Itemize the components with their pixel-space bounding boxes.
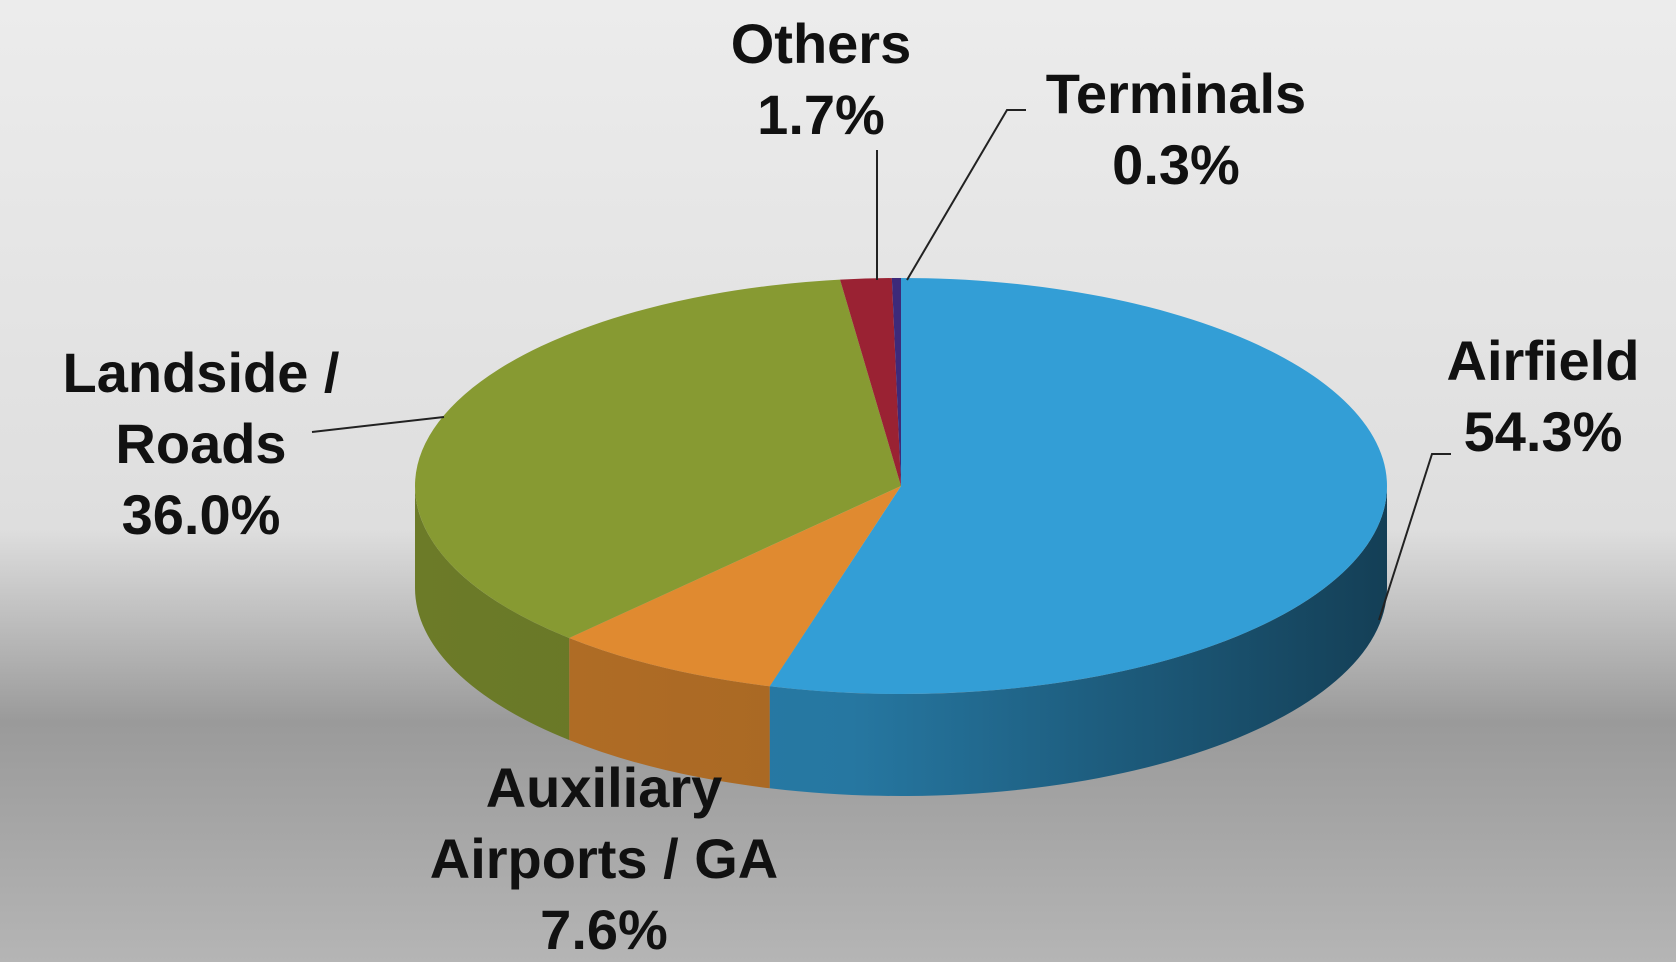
- value-label: 0.3%: [1016, 129, 1336, 200]
- value-label: 54.3%: [1333, 396, 1676, 467]
- page: Airfield54.3% Auxiliary Airports / GA7.6%…: [0, 0, 1676, 962]
- category-label: Airfield: [1333, 325, 1676, 396]
- value-label: 1.7%: [671, 79, 971, 150]
- category-label: Landside / Roads: [31, 337, 371, 479]
- pie: [415, 278, 1387, 796]
- value-label: 7.6%: [384, 894, 824, 965]
- leader-line: [1379, 454, 1451, 620]
- category-label: Others: [671, 8, 971, 79]
- category-label: Auxiliary Airports / GA: [384, 752, 824, 894]
- value-label: 36.0%: [31, 479, 371, 550]
- category-label: Terminals: [1016, 58, 1336, 129]
